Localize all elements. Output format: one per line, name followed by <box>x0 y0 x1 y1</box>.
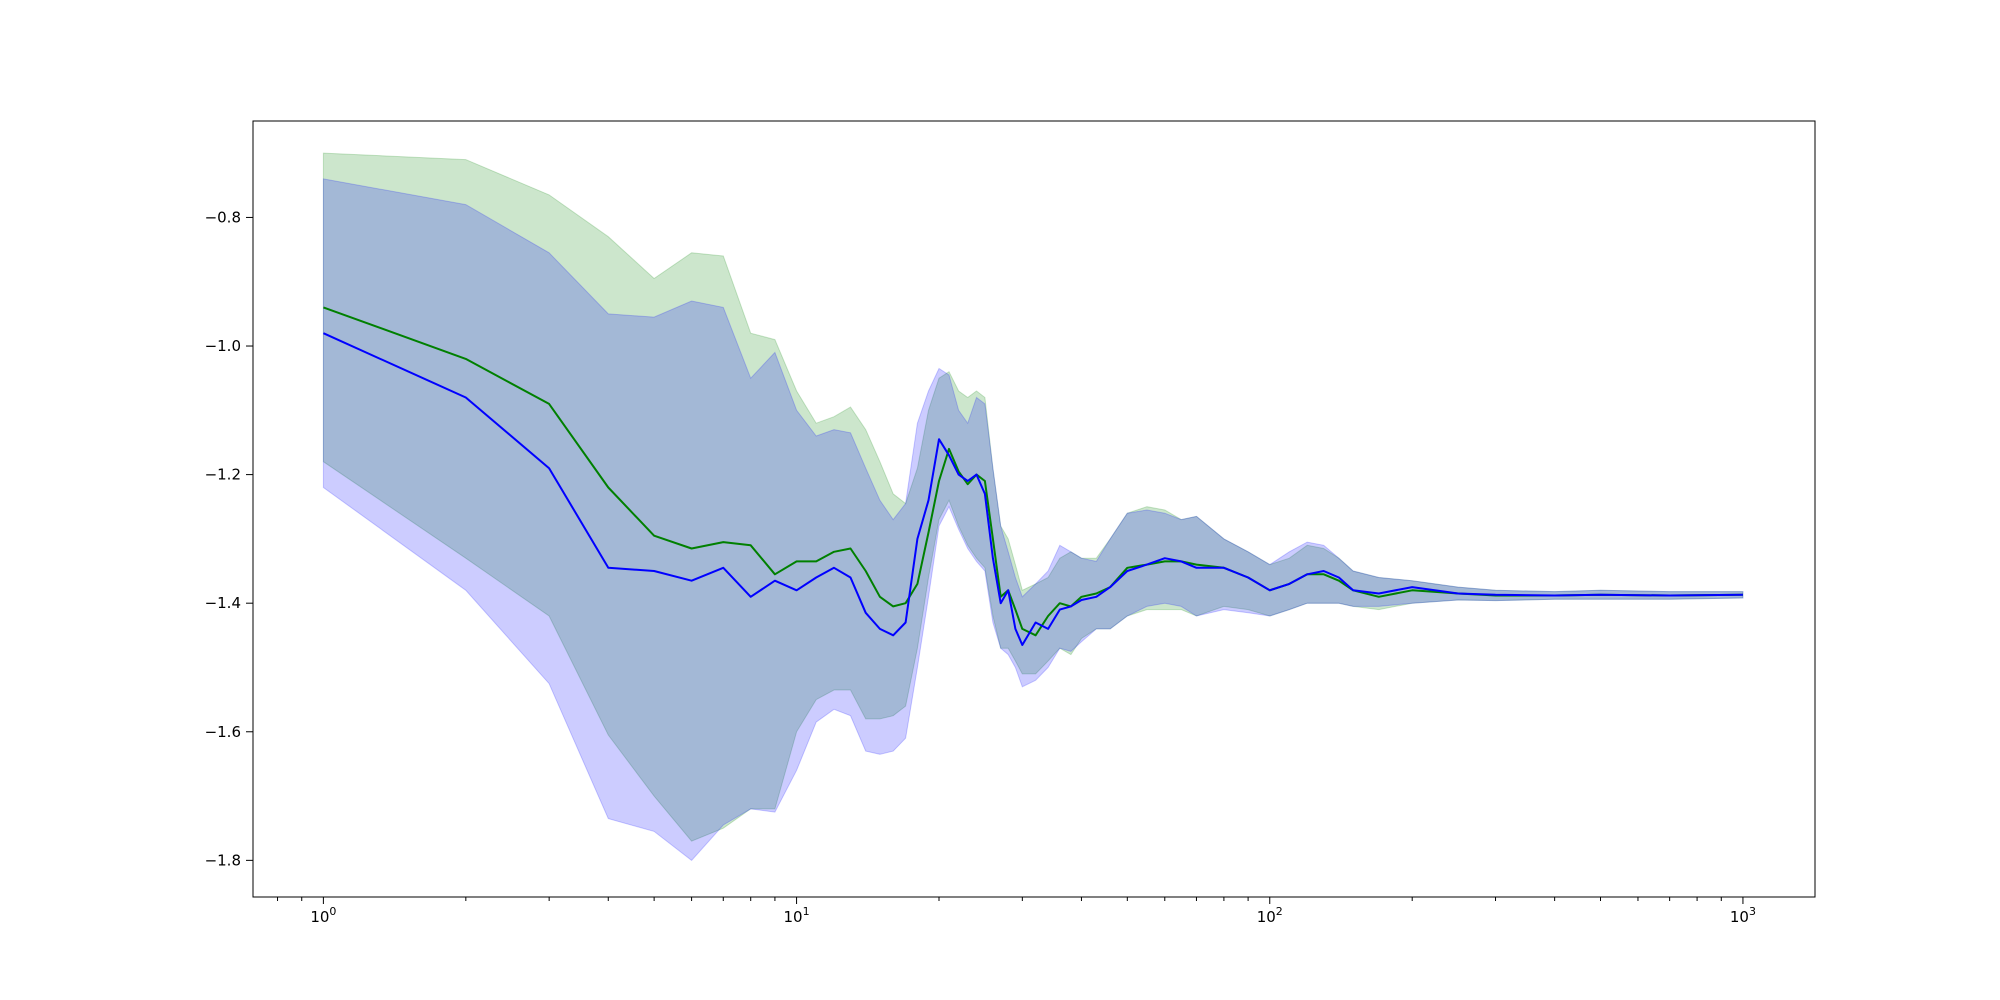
plot-background <box>253 121 1815 897</box>
y-tick-label: −1.6 <box>205 723 241 741</box>
y-tick-label: −1.4 <box>205 594 241 612</box>
series-2-band <box>322 178 1744 862</box>
x-tick-label: 100 <box>310 905 336 926</box>
confidence-bands <box>322 152 1744 862</box>
plot-frame <box>252 120 1816 898</box>
series-2-line <box>322 332 1743 646</box>
x-axis: 100 101 102 103 <box>277 897 1756 926</box>
x-tick-label: 103 <box>1730 905 1756 926</box>
x-tick-label: 102 <box>1257 905 1283 926</box>
series-1-band <box>322 152 1744 842</box>
y-tick-label: −1.8 <box>205 851 241 869</box>
x-tick-label: 101 <box>784 905 810 926</box>
series-lines <box>322 306 1743 646</box>
y-tick-label: −1.2 <box>205 466 241 484</box>
y-axis: −0.8 −1.0 −1.2 −1.4 −1.6 −1.8 <box>205 208 253 869</box>
series-1-line <box>323 306 1743 637</box>
y-tick-label: −0.8 <box>205 208 241 226</box>
y-tick-label: −1.0 <box>205 337 241 355</box>
